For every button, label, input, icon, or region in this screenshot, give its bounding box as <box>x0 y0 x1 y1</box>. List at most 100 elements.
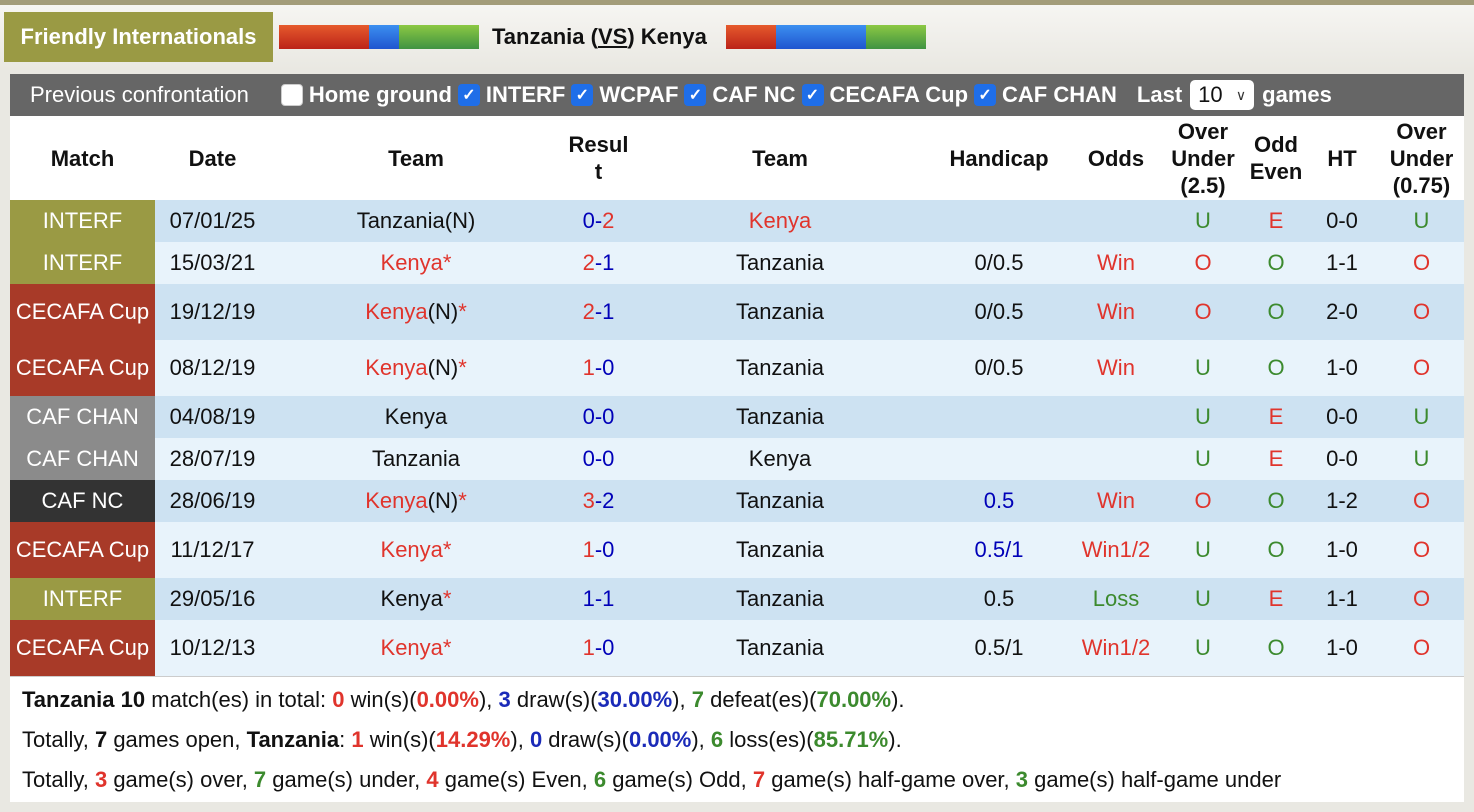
table-row[interactable]: INTERF 15/03/21 Kenya* 2-1 Tanzania 0/0.5 Win O… <box>10 242 1464 284</box>
away-team[interactable]: Kenya <box>635 200 925 242</box>
checkbox-interf[interactable]: ✓ <box>457 84 480 106</box>
home-team[interactable]: Tanzania <box>270 438 562 480</box>
home-team[interactable]: Kenya* <box>270 620 562 676</box>
previous-confrontation-panel: Previous confrontation Home ground ✓ INTER… <box>10 74 1464 802</box>
filter-caf-nc[interactable]: ✓ CAF NC <box>684 82 796 108</box>
match-score[interactable]: 2-1 <box>562 284 635 340</box>
table-row[interactable]: CAF NC 28/06/19 Kenya(N)* 3-2 Tanzania 0.5 Win… <box>10 480 1464 522</box>
checkbox-home-ground[interactable] <box>280 84 303 106</box>
home-team[interactable]: Kenya(N)* <box>270 284 562 340</box>
away-form-bar <box>726 25 926 49</box>
home-team[interactable]: Kenya(N)* <box>270 340 562 396</box>
half-time-score: 0-0 <box>1305 396 1379 438</box>
odds-result <box>1073 200 1159 242</box>
match-type-badge[interactable]: CECAFA Cup <box>10 340 155 396</box>
column-header-9: HT <box>1305 116 1379 200</box>
match-type-badge[interactable]: CAF NC <box>10 480 155 522</box>
odd-even: E <box>1247 578 1305 620</box>
column-header-7: Over Under (2.5) <box>1159 116 1247 200</box>
home-team[interactable]: Kenya <box>270 396 562 438</box>
match-score[interactable]: 3-2 <box>562 480 635 522</box>
match-score[interactable]: 1-1 <box>562 578 635 620</box>
match-score[interactable]: 0-2 <box>562 200 635 242</box>
match-type-badge[interactable]: INTERF <box>10 578 155 620</box>
away-team-name: Kenya <box>640 24 707 49</box>
over-under-2-5: U <box>1159 438 1247 480</box>
home-team[interactable]: Tanzania(N) <box>270 200 562 242</box>
table-row[interactable]: CECAFA Cup 11/12/17 Kenya* 1-0 Tanzania 0.5/1… <box>10 522 1464 578</box>
match-score[interactable]: 1-0 <box>562 522 635 578</box>
half-time-score: 1-1 <box>1305 578 1379 620</box>
home-team[interactable]: Kenya(N)* <box>270 480 562 522</box>
summary-line-total: Tanzania 10 match(es) in total: 0 win(s)… <box>22 687 905 712</box>
match-score[interactable]: 1-0 <box>562 620 635 676</box>
filter-interf[interactable]: ✓ INTERF <box>457 82 565 108</box>
checkmark-icon: ✓ <box>805 87 820 104</box>
column-header-2: Team <box>270 116 562 200</box>
away-team[interactable]: Tanzania <box>635 284 925 340</box>
home-team[interactable]: Kenya* <box>270 578 562 620</box>
match-type-badge[interactable]: INTERF <box>10 200 155 242</box>
table-row[interactable]: CECAFA Cup 19/12/19 Kenya(N)* 2-1 Tanzania 0/… <box>10 284 1464 340</box>
match-score[interactable]: 0-0 <box>562 438 635 480</box>
home-team-name: Tanzania <box>492 24 585 49</box>
table-row[interactable]: CECAFA Cup 10/12/13 Kenya* 1-0 Tanzania 0.5/1… <box>10 620 1464 676</box>
handicap <box>925 438 1073 480</box>
form-segment-green <box>399 25 479 49</box>
away-team[interactable]: Tanzania <box>635 340 925 396</box>
top-border <box>0 0 1474 5</box>
away-team[interactable]: Tanzania <box>635 620 925 676</box>
odd-even: O <box>1247 340 1305 396</box>
match-score[interactable]: 1-0 <box>562 340 635 396</box>
checkbox-cecafa-cup[interactable]: ✓ <box>801 84 824 106</box>
away-team[interactable]: Tanzania <box>635 396 925 438</box>
away-team[interactable]: Tanzania <box>635 522 925 578</box>
form-segment-red <box>726 25 776 49</box>
home-team[interactable]: Kenya* <box>270 242 562 284</box>
home-form-bar <box>279 25 479 49</box>
filter-wcpaf[interactable]: ✓ WCPAF <box>571 82 678 108</box>
filter-cecafa-cup[interactable]: ✓ CECAFA Cup <box>801 82 968 108</box>
half-time-score: 1-0 <box>1305 620 1379 676</box>
home-team[interactable]: Kenya* <box>270 522 562 578</box>
chevron-down-icon: ∨ <box>1235 86 1247 103</box>
match-type-badge[interactable]: CECAFA Cup <box>10 284 155 340</box>
column-header-3: Resul t <box>562 116 635 200</box>
handicap: 0.5/1 <box>925 522 1073 578</box>
match-date: 07/01/25 <box>155 200 270 242</box>
filter-home-ground[interactable]: Home ground <box>280 82 452 108</box>
checkbox-wcpaf[interactable]: ✓ <box>571 84 594 106</box>
checkbox-caf-nc[interactable]: ✓ <box>684 84 707 106</box>
over-under-0-75: U <box>1379 200 1464 242</box>
section-title: Previous confrontation <box>30 82 249 107</box>
away-team[interactable]: Tanzania <box>635 578 925 620</box>
match-type-badge[interactable]: CECAFA Cup <box>10 522 155 578</box>
table-row[interactable]: INTERF 07/01/25 Tanzania(N) 0-2 Kenya U E 0-0 U <box>10 200 1464 242</box>
match-type-badge[interactable]: CECAFA Cup <box>10 620 155 676</box>
over-under-0-75: U <box>1379 438 1464 480</box>
match-date: 29/05/16 <box>155 578 270 620</box>
match-type-badge[interactable]: INTERF <box>10 242 155 284</box>
table-row[interactable]: INTERF 29/05/16 Kenya* 1-1 Tanzania 0.5 Loss U E… <box>10 578 1464 620</box>
checkbox-caf-chan[interactable]: ✓ <box>974 84 997 106</box>
half-time-score: 1-1 <box>1305 242 1379 284</box>
away-team[interactable]: Kenya <box>635 438 925 480</box>
match-type-badge[interactable]: CAF CHAN <box>10 396 155 438</box>
filter-caf-chan[interactable]: ✓ CAF CHAN <box>974 82 1117 108</box>
away-team[interactable]: Tanzania <box>635 480 925 522</box>
vs-link[interactable]: VS <box>597 24 628 49</box>
form-segment-green <box>866 25 926 49</box>
table-row[interactable]: CAF CHAN 04/08/19 Kenya 0-0 Tanzania U E 0-0 U <box>10 396 1464 438</box>
last-games-select[interactable]: 10 ∨ <box>1190 80 1255 110</box>
away-team[interactable]: Tanzania <box>635 242 925 284</box>
match-type-badge[interactable]: CAF CHAN <box>10 438 155 480</box>
table-row[interactable]: CAF CHAN 28/07/19 Tanzania 0-0 Kenya U E 0-0 U <box>10 438 1464 480</box>
odd-even: O <box>1247 522 1305 578</box>
match-score[interactable]: 2-1 <box>562 242 635 284</box>
table-row[interactable]: CECAFA Cup 08/12/19 Kenya(N)* 1-0 Tanzania 0/… <box>10 340 1464 396</box>
handicap: 0.5/1 <box>925 620 1073 676</box>
handicap <box>925 396 1073 438</box>
match-score[interactable]: 0-0 <box>562 396 635 438</box>
odds-result: Win <box>1073 284 1159 340</box>
column-header-10: Over Under (0.75) <box>1379 116 1464 200</box>
